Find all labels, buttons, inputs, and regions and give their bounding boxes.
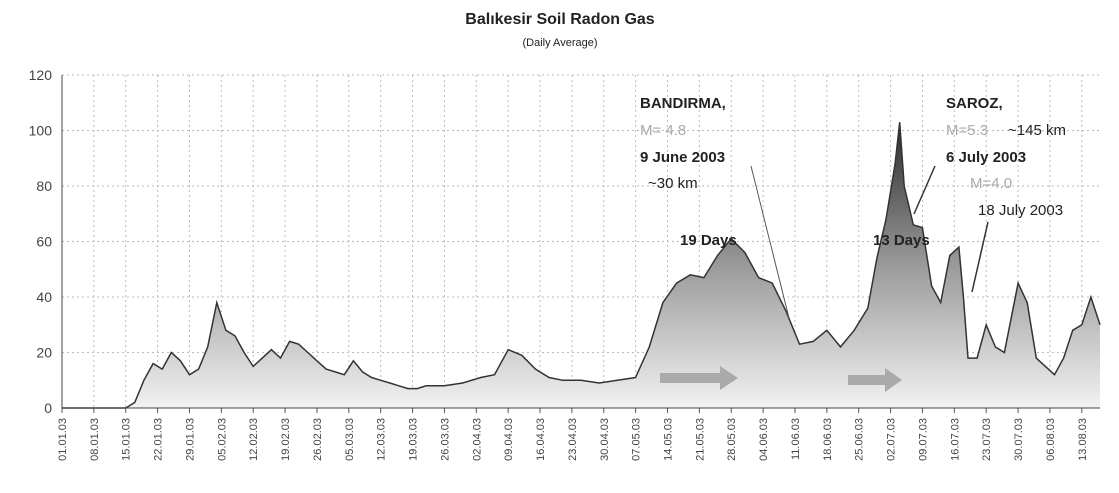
plot: 0 20 40 60 80 100 120 01.01.03 08.01.03 15.01.03 2… — [29, 67, 1101, 461]
x-tick-label: 08.01.03 — [89, 418, 101, 461]
x-tick-label: 06.08.03 — [1045, 418, 1057, 461]
x-tick-label: 12.02.03 — [248, 418, 260, 461]
x-tick-label: 28.05.03 — [726, 418, 738, 461]
arrows — [660, 165, 989, 392]
y-tick-label: 0 — [44, 400, 52, 416]
x-tick-label: 30.07.03 — [1013, 418, 1025, 461]
y-tick-label: 60 — [36, 234, 52, 250]
x-tick-label: 15.01.03 — [121, 418, 133, 461]
area — [62, 122, 1100, 408]
x-tick-label: 29.01.03 — [184, 418, 196, 461]
annotation: 18 July 2003 — [978, 202, 1063, 219]
x-tick-label: 16.04.03 — [535, 418, 547, 461]
x-tick-label: 19.03.03 — [408, 418, 420, 461]
x-tick-label: 26.02.03 — [312, 418, 324, 461]
annotation: ~145 km — [1008, 122, 1066, 139]
annotation: BANDIRMA, — [640, 95, 726, 112]
x-tick-label: 05.03.03 — [344, 418, 356, 461]
x-tick-label: 26.03.03 — [439, 418, 451, 461]
annotation: 6 July 2003 — [946, 149, 1026, 166]
x-tick-label: 05.02.03 — [216, 418, 228, 461]
x-tick-label: 13.08.03 — [1077, 418, 1089, 461]
annotation: ~30 km — [648, 175, 698, 192]
x-tick-label: 12.03.03 — [376, 418, 388, 461]
y-tick-label: 120 — [29, 67, 53, 83]
x-tick-label: 16.07.03 — [949, 418, 961, 461]
x-tick-label: 09.04.03 — [503, 418, 515, 461]
x-tick-label: 04.06.03 — [758, 418, 770, 461]
annotation: 9 June 2003 — [640, 149, 725, 166]
y-tick-label: 80 — [36, 178, 52, 194]
y-tick-label: 40 — [36, 289, 52, 305]
x-tick-label: 23.04.03 — [567, 418, 579, 461]
x-tick-label: 18.06.03 — [822, 418, 834, 461]
x-tick-label: 02.04.03 — [471, 418, 483, 461]
x-tick-label: 14.05.03 — [663, 418, 675, 461]
chart-title: Balıkesir Soil Radon Gas — [465, 11, 655, 28]
annotation: M= 4.8 — [640, 122, 686, 139]
x-tick-label: 25.06.03 — [854, 418, 866, 461]
x-tick-label: 11.06.03 — [790, 418, 802, 460]
annotation: 13 Days — [873, 232, 930, 249]
annotation: SAROZ, — [946, 95, 1003, 112]
x-tick-label: 09.07.03 — [917, 418, 929, 461]
x-tick-label: 23.07.03 — [981, 418, 993, 461]
annotation: M=5.3 — [946, 122, 988, 139]
x-tick-label: 22.01.03 — [153, 418, 165, 461]
x-tick-label: 21.05.03 — [694, 418, 706, 461]
chart-subtitle: (Daily Average) — [523, 37, 598, 49]
line — [62, 122, 1101, 409]
x-tick-label: 19.02.03 — [280, 418, 292, 461]
annotation: M=4.0 — [970, 175, 1012, 192]
x-tick-label: 07.05.03 — [631, 418, 643, 461]
x-tick-label: 01.01.03 — [57, 418, 69, 461]
x-tick-label: 30.04.03 — [599, 418, 611, 461]
y-tick-label: 20 — [36, 345, 52, 361]
annotation: 19 Days — [680, 232, 737, 249]
y-tick-label: 100 — [29, 123, 53, 139]
x-tick-label: 02.07.03 — [886, 418, 898, 461]
